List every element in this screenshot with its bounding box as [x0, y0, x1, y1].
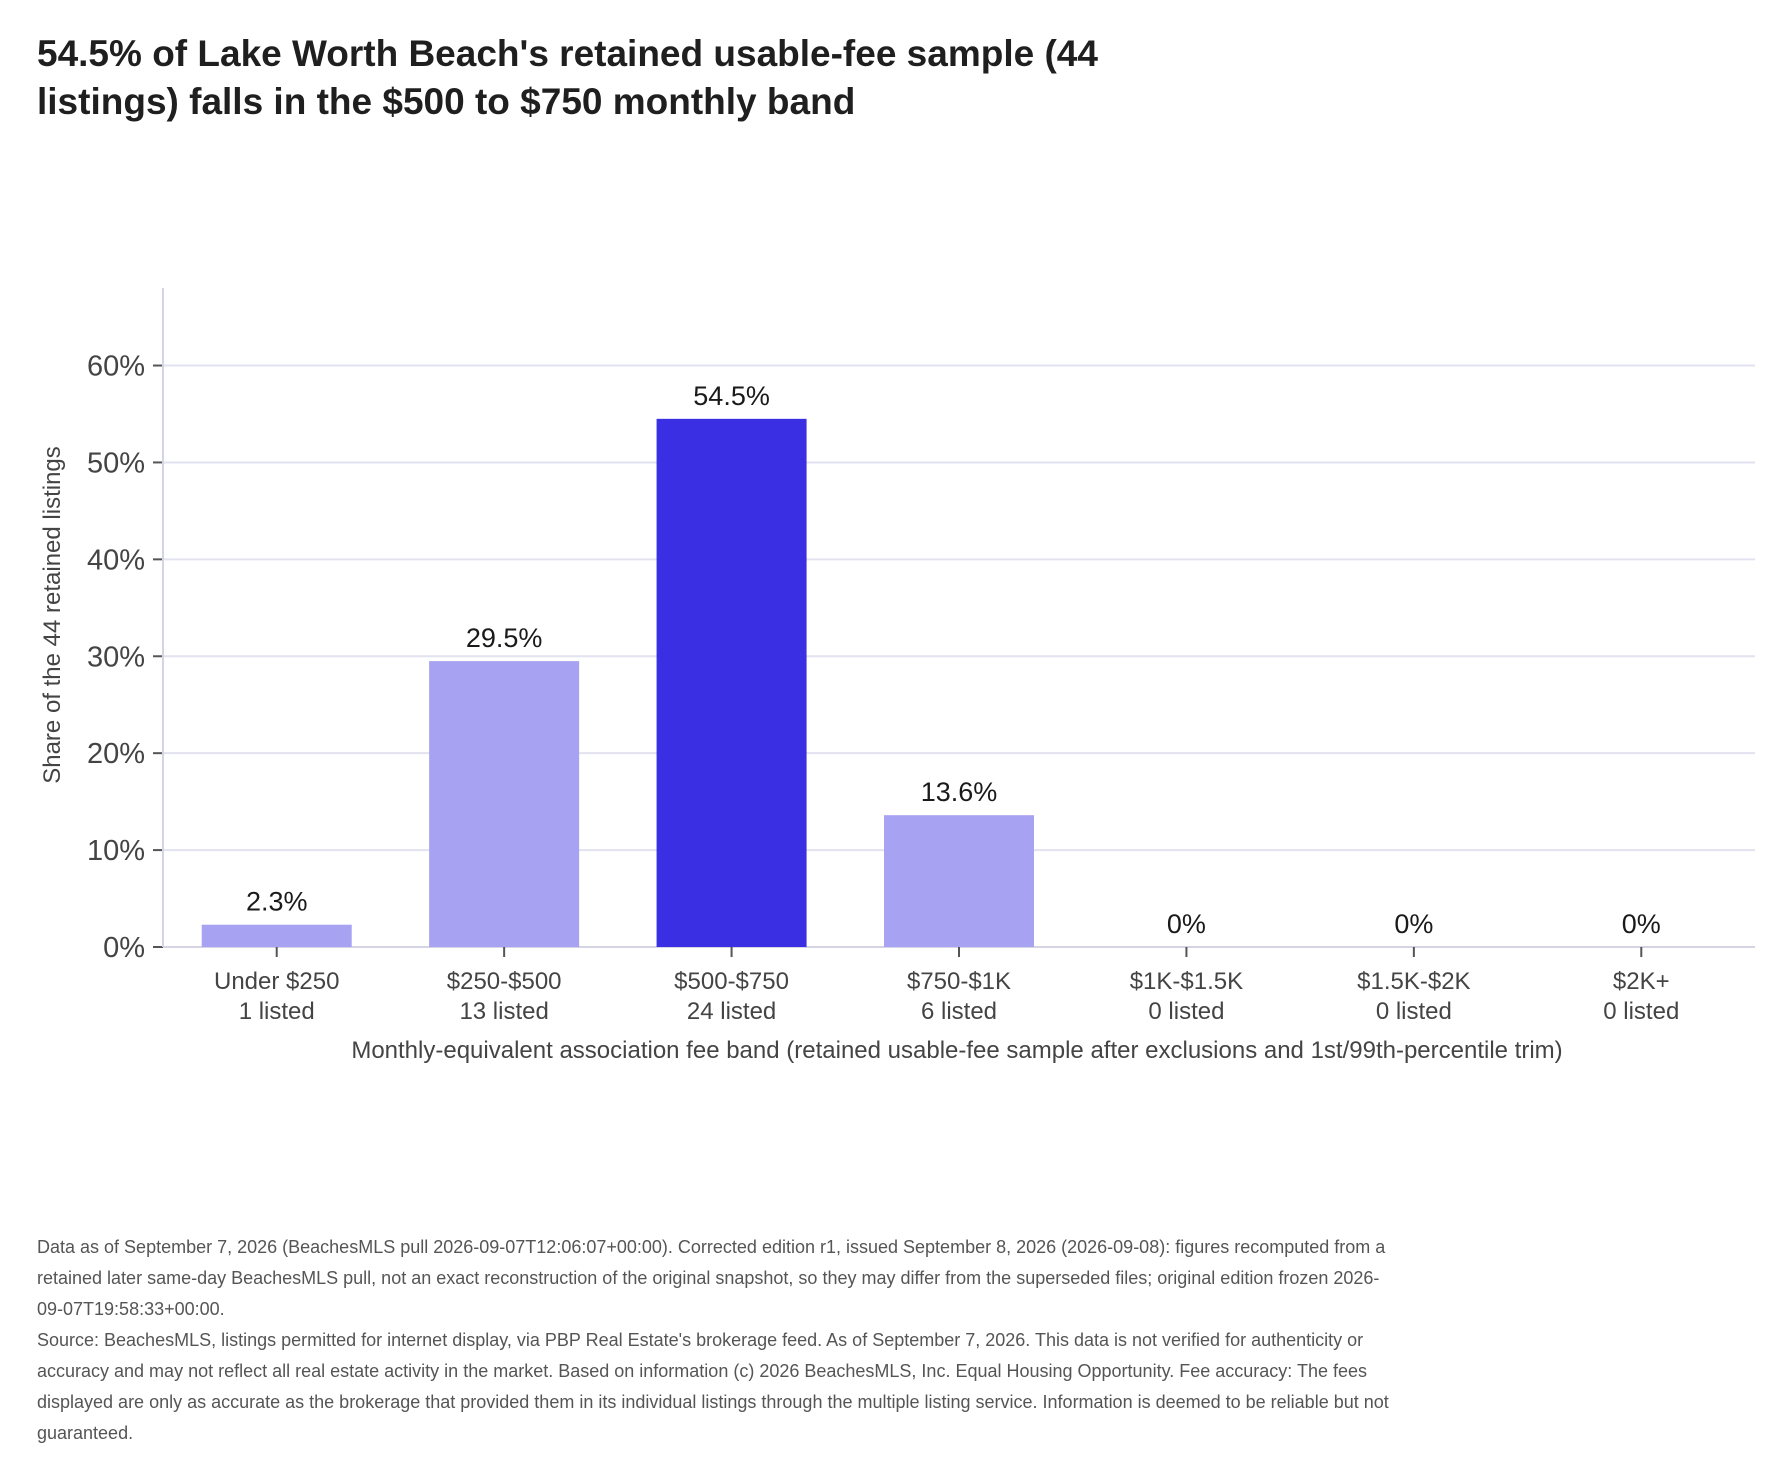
footnote: Data as of September 7, 2026 (BeachesMLS… — [37, 1232, 1397, 1449]
data-labels: 2.3% 29.5% 54.5% 13.6% 0% 0% 0% — [246, 381, 1661, 939]
footnote-source-note: Source: BeachesMLS, listings permitted f… — [37, 1330, 1389, 1443]
x-tick-label: $1K-$1.5K — [1130, 968, 1243, 995]
bar-value-label: 0% — [1622, 909, 1661, 939]
y-tick-label: 40% — [87, 544, 145, 576]
bars — [201, 418, 1034, 947]
axes: 0% 10% 20% 30% 40% 50% 60% Under $250 1 listed $2… — [87, 288, 1755, 1025]
footnote-edition-note: Data as of September 7, 2026 (BeachesMLS… — [37, 1237, 1386, 1319]
x-tick-count: 13 listed — [459, 998, 548, 1025]
x-tick-label: $1.5K-$2K — [1357, 968, 1470, 995]
y-tick-label: 0% — [103, 932, 145, 964]
y-tick-label: 60% — [87, 351, 145, 383]
y-axis-label: Share of the 44 retained listings — [39, 446, 66, 784]
bar-value-label: 54.5% — [693, 381, 770, 411]
chart-title: 54.5% of Lake Worth Beach's retained usa… — [37, 33, 1098, 122]
bar — [429, 661, 580, 947]
x-tick-count: 0 listed — [1148, 998, 1224, 1025]
bar-chart: 0% 10% 20% 30% 40% 50% 60% Under $250 1 listed $2… — [39, 288, 1755, 1064]
y-tick-label: 30% — [87, 641, 145, 673]
y-tick-label: 20% — [87, 738, 145, 770]
bar-value-label: 2.3% — [246, 887, 308, 917]
x-tick-label: $500-$750 — [674, 968, 789, 995]
bar — [201, 924, 352, 947]
y-tick-label: 50% — [87, 447, 145, 479]
bar-value-label: 0% — [1394, 909, 1433, 939]
bar-value-label: 13.6% — [921, 777, 998, 807]
bar-value-label: 0% — [1167, 909, 1206, 939]
y-tick-label: 10% — [87, 835, 145, 867]
gridlines — [163, 364, 1755, 852]
x-tick-label: $2K+ — [1613, 968, 1670, 995]
x-tick-count: 0 listed — [1603, 998, 1679, 1025]
bar-value-label: 29.5% — [466, 623, 543, 653]
x-tick-label: $750-$1K — [907, 968, 1011, 995]
bar — [884, 815, 1034, 947]
x-tick-count: 1 listed — [239, 998, 315, 1025]
bar — [656, 418, 807, 947]
x-tick-count: 24 listed — [687, 998, 776, 1025]
x-tick-label: $250-$500 — [447, 968, 562, 995]
x-axis-label: Monthly-equivalent association fee band … — [351, 1037, 1562, 1064]
x-tick-count: 0 listed — [1376, 998, 1452, 1025]
x-tick-count: 6 listed — [921, 998, 997, 1025]
x-tick-label: Under $250 — [214, 968, 339, 995]
